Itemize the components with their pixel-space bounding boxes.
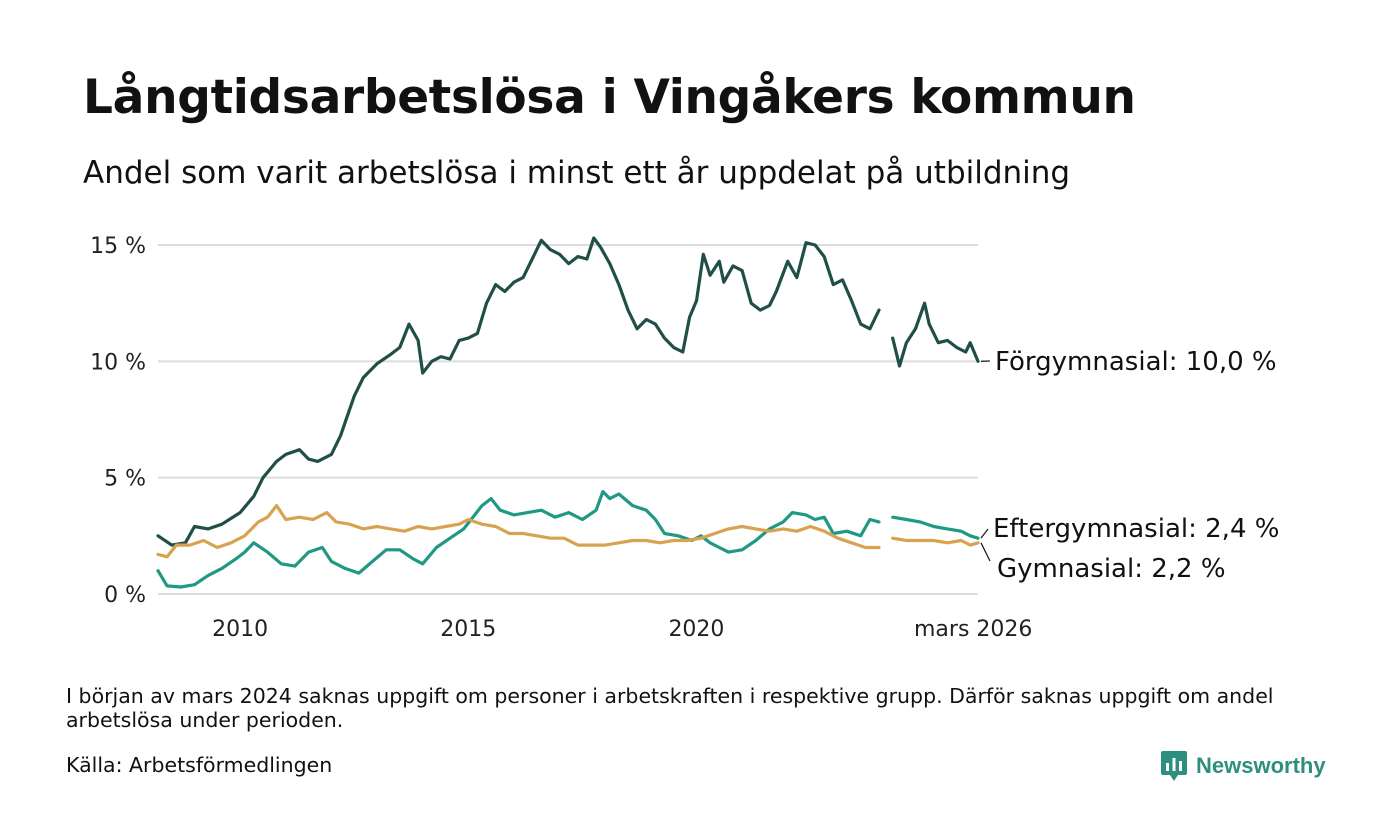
brand-name: Newsworthy (1196, 753, 1326, 778)
y-tick-label: 5 % (104, 467, 146, 492)
label-leader-line (980, 542, 991, 562)
x-tick-label: 2015 (440, 617, 496, 642)
end-label-value: 10,0 % (1186, 347, 1277, 377)
chart-subtitle: Andel som varit arbetslösa i minst ett å… (83, 155, 1071, 191)
series-line-förgymnasial (156, 236, 881, 547)
line-chart: 0 % 5 % 10 % 15 % 2010 2015 2020 mars 2026 Förgy… (90, 234, 1279, 642)
chart-title: Långtidsarbetslösa i Vingåkers kommun (83, 70, 1136, 125)
end-label-name: Eftergymnasial: (993, 514, 1205, 544)
end-label-eftergymnasial: Eftergymnasial: 2,4 % (993, 514, 1279, 544)
newsworthy-logo: Newsworthy (1160, 746, 1326, 786)
series-line-gymnasial (156, 504, 881, 559)
end-label-gymnasial: Gymnasial: 2,2 % (997, 554, 1226, 584)
y-tick-label: 15 % (90, 234, 146, 259)
x-tick-label: 2020 (668, 617, 724, 642)
x-tick-label: 2010 (212, 617, 268, 642)
series-line-förgymnasial (891, 301, 980, 368)
end-label-value: 2,4 % (1205, 514, 1279, 544)
series-line-gymnasial (891, 536, 980, 547)
end-label-name: Gymnasial: (997, 554, 1151, 584)
label-leader-line (980, 528, 989, 539)
series-line-eftergymnasial (891, 515, 980, 540)
x-tick-label: mars 2026 (914, 617, 1032, 642)
end-label-name: Förgymnasial: (995, 347, 1186, 377)
source-credit: Källa: Arbetsförmedlingen (66, 753, 333, 777)
y-tick-label: 10 % (90, 350, 146, 375)
newsworthy-icon (1161, 751, 1187, 781)
series-line-eftergymnasial (156, 490, 881, 589)
end-label-förgymnasial: Förgymnasial: 10,0 % (995, 347, 1277, 377)
footnote: I början av mars 2024 saknas uppgift om … (66, 684, 1274, 732)
y-tick-label: 0 % (104, 583, 146, 608)
end-label-value: 2,2 % (1151, 554, 1225, 584)
